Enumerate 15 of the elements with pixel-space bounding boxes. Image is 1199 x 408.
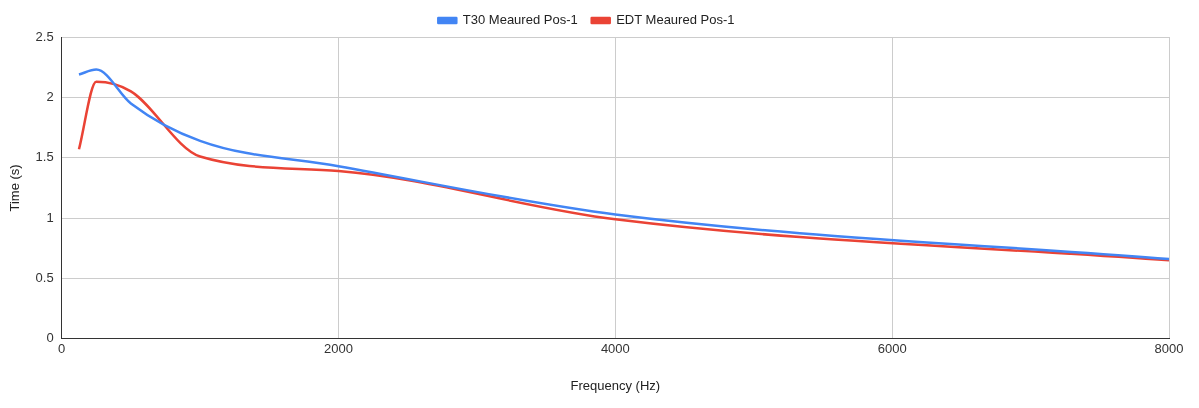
x-tick-label: 6000 [877, 341, 907, 357]
y-tick-label: 0 [46, 330, 54, 346]
x-tick-label: 8000 [1154, 341, 1184, 357]
y-tick-label: 1 [46, 209, 54, 225]
x-axis-title: Frequency (Hz) [570, 377, 661, 393]
legend-label: T30 Meaured Pos-1 [462, 12, 578, 28]
x-tick-label: 4000 [600, 341, 630, 357]
x-tick-label: 2000 [324, 341, 353, 357]
y-tick-label: 2 [46, 88, 54, 104]
y-tick-label: 2.5 [35, 28, 54, 44]
legend-label: EDT Meaured Pos-1 [616, 12, 735, 28]
y-tick-label: 0.5 [35, 270, 54, 286]
y-axis-title: Time (s) [7, 164, 23, 212]
x-tick-label: 0 [58, 341, 66, 357]
y-tick-label: 1.5 [35, 149, 54, 165]
